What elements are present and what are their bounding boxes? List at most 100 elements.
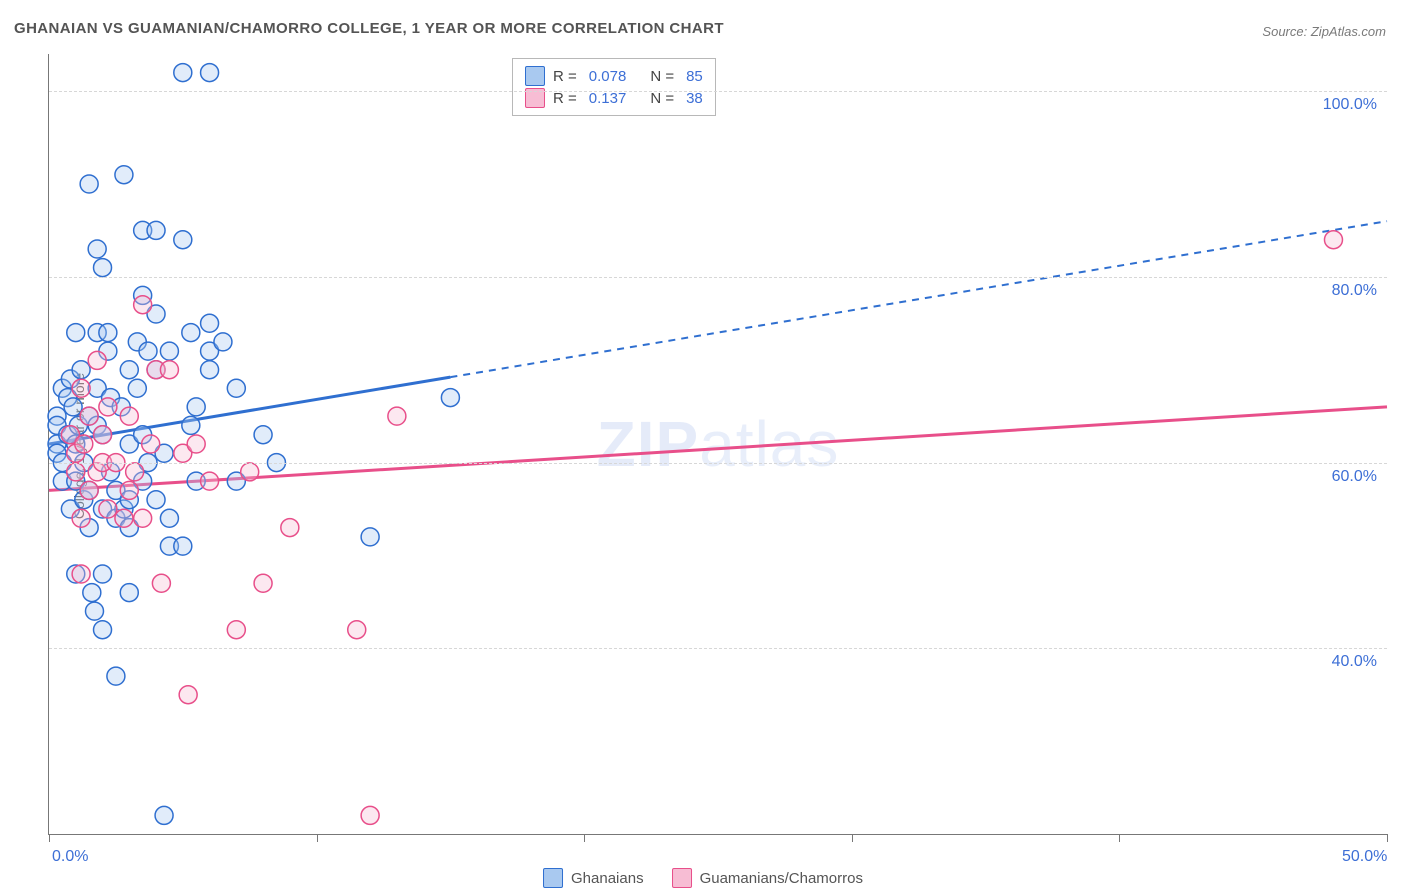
data-point (201, 472, 219, 490)
data-point (155, 806, 173, 824)
legend-item: Guamanians/Chamorros (672, 868, 863, 888)
y-tick-label: 60.0% (1332, 468, 1377, 486)
chart-title: GHANAIAN VS GUAMANIAN/CHAMORRO COLLEGE, … (14, 20, 724, 37)
data-point (72, 361, 90, 379)
data-point (147, 491, 165, 509)
source-label: Source: (1262, 24, 1307, 39)
legend-n-value: 85 (686, 68, 703, 85)
legend-n-label: N = (650, 68, 674, 85)
data-point (67, 463, 85, 481)
data-point (107, 667, 125, 685)
legend-swatch (525, 66, 545, 86)
y-tick-label: 40.0% (1332, 653, 1377, 671)
data-point (361, 806, 379, 824)
data-point (254, 574, 272, 592)
data-point (174, 231, 192, 249)
data-point (83, 584, 101, 602)
data-point (72, 509, 90, 527)
y-tick-label: 100.0% (1323, 96, 1377, 114)
data-point (182, 324, 200, 342)
data-point (227, 621, 245, 639)
data-point (94, 621, 112, 639)
data-point (120, 407, 138, 425)
data-point (88, 240, 106, 258)
data-point (179, 686, 197, 704)
y-tick-label: 80.0% (1332, 282, 1377, 300)
source-name: ZipAtlas.com (1311, 24, 1386, 39)
data-point (201, 361, 219, 379)
data-point (187, 435, 205, 453)
legend-row: R = 0.078 N = 85 (525, 65, 703, 87)
data-point (134, 296, 152, 314)
grid-line (49, 277, 1387, 278)
data-point (99, 324, 117, 342)
data-point (174, 64, 192, 82)
data-point (80, 175, 98, 193)
data-point (160, 509, 178, 527)
data-point (187, 398, 205, 416)
data-point (94, 259, 112, 277)
x-tick (1119, 834, 1120, 842)
data-point (227, 379, 245, 397)
data-point (201, 314, 219, 332)
x-tick (1387, 834, 1388, 842)
data-point (85, 602, 103, 620)
data-point (88, 351, 106, 369)
data-point (128, 379, 146, 397)
data-point (120, 361, 138, 379)
grid-line (49, 463, 1387, 464)
data-point (115, 166, 133, 184)
legend-r-label: R = (553, 68, 577, 85)
data-point (201, 64, 219, 82)
grid-line (49, 648, 1387, 649)
data-point (120, 481, 138, 499)
data-point (1324, 231, 1342, 249)
data-point (67, 324, 85, 342)
source-attribution: Source: ZipAtlas.com (1262, 24, 1386, 39)
data-point (241, 463, 259, 481)
data-point (214, 333, 232, 351)
data-point (75, 435, 93, 453)
x-tick (852, 834, 853, 842)
chart-svg (49, 54, 1387, 834)
x-axis-max-label: 50.0% (1342, 848, 1387, 866)
series-legend: Ghanaians Guamanians/Chamorros (543, 868, 863, 888)
data-point (152, 574, 170, 592)
data-point (182, 416, 200, 434)
x-tick (317, 834, 318, 842)
data-point (115, 509, 133, 527)
data-point (139, 342, 157, 360)
data-point (441, 389, 459, 407)
grid-line (49, 91, 1387, 92)
data-point (142, 435, 160, 453)
x-tick (584, 834, 585, 842)
data-point (120, 584, 138, 602)
data-point (281, 519, 299, 537)
data-point (94, 565, 112, 583)
x-tick (49, 834, 50, 842)
legend-item: Ghanaians (543, 868, 644, 888)
legend-label: Ghanaians (571, 870, 644, 887)
legend-swatch (672, 868, 692, 888)
legend-label: Guamanians/Chamorros (700, 870, 863, 887)
data-point (94, 426, 112, 444)
data-point (126, 463, 144, 481)
correlation-legend: R =0.078N =85R =0.137N =38 (512, 58, 716, 116)
data-point (361, 528, 379, 546)
data-point (72, 379, 90, 397)
data-point (348, 621, 366, 639)
data-point (254, 426, 272, 444)
data-point (99, 398, 117, 416)
legend-r-value: 0.078 (589, 68, 627, 85)
data-point (99, 500, 117, 518)
data-point (134, 509, 152, 527)
data-point (80, 481, 98, 499)
data-point (174, 537, 192, 555)
data-point (160, 361, 178, 379)
legend-swatch (543, 868, 563, 888)
data-point (388, 407, 406, 425)
data-point (80, 407, 98, 425)
x-axis-min-label: 0.0% (52, 848, 88, 866)
data-point (147, 221, 165, 239)
data-point (72, 565, 90, 583)
